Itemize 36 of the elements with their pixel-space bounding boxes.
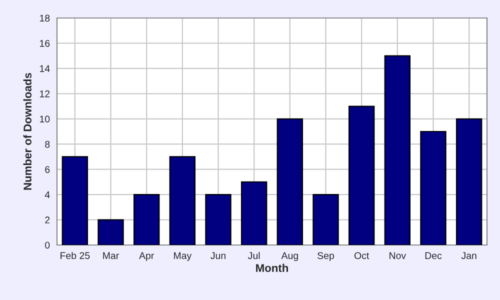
- x-tick-label: Mar: [103, 252, 119, 260]
- bar: [312, 194, 339, 245]
- y-tick-label: 12: [40, 90, 50, 98]
- x-tick-label: Sep: [318, 252, 334, 262]
- y-tick-label: 18: [40, 14, 50, 22]
- x-tick-label: May: [174, 252, 192, 262]
- y-tick-label: 14: [40, 65, 50, 72]
- x-tick-label: Oct: [354, 252, 370, 260]
- bar: [62, 156, 88, 245]
- bar: [384, 55, 411, 245]
- x-tick-label: Jun: [210, 252, 226, 260]
- y-axis-title: Number of Downloads: [23, 73, 32, 190]
- y-tick-label: 16: [40, 40, 50, 47]
- y-tick-label: 0: [45, 242, 50, 249]
- x-tick-label: Nov: [390, 252, 406, 260]
- y-tick-label: 4: [44, 191, 50, 198]
- bar: [133, 194, 160, 245]
- bar: [98, 219, 124, 245]
- y-tick-label: 6: [45, 166, 50, 173]
- x-tick-label: Aug: [281, 252, 298, 262]
- bar: [205, 194, 232, 245]
- bar: [240, 181, 268, 245]
- y-tick-label: 8: [45, 140, 50, 148]
- x-tick-label: Feb 25: [60, 252, 90, 260]
- bar: [276, 118, 304, 245]
- y-tick-label: 2: [45, 216, 50, 224]
- bar: [456, 118, 482, 245]
- x-tick-label: Jan: [461, 252, 476, 260]
- x-tick-label: Jul: [248, 252, 260, 260]
- x-tick-label: Dec: [425, 252, 442, 260]
- bar: [420, 130, 446, 245]
- x-axis-title: Month: [256, 264, 288, 272]
- bar: [169, 156, 196, 245]
- x-tick-label: Apr: [139, 252, 154, 262]
- y-tick-label: 10: [40, 116, 50, 123]
- bar: [348, 106, 375, 245]
